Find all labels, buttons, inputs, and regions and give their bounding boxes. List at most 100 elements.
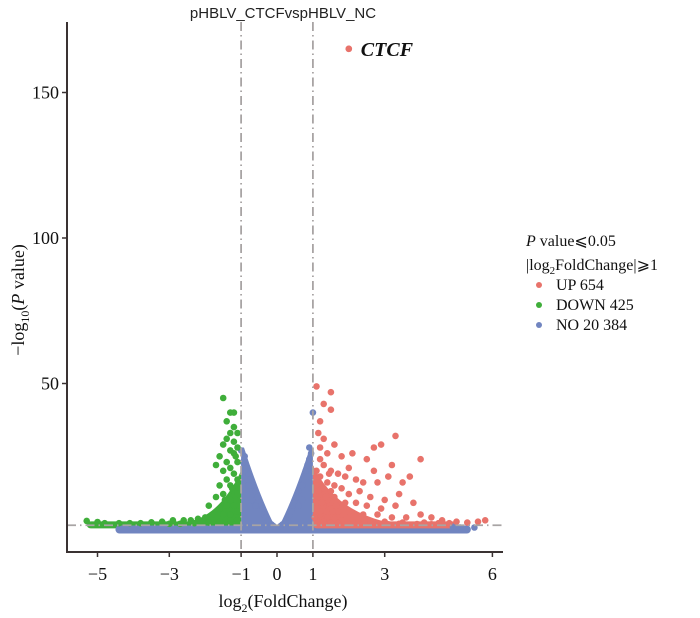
point-up xyxy=(311,514,319,521)
point-down xyxy=(234,476,241,483)
point-up xyxy=(370,521,378,528)
point-up xyxy=(359,511,367,518)
point-up xyxy=(420,519,428,526)
point-up xyxy=(313,482,320,489)
point-down xyxy=(219,394,227,402)
point-down xyxy=(94,518,101,526)
point-down xyxy=(227,496,234,504)
point-down xyxy=(216,453,223,460)
point-up xyxy=(374,511,381,518)
point-down xyxy=(230,470,238,478)
point-no xyxy=(306,444,313,451)
point-up xyxy=(359,479,367,486)
x-tick-label: −5 xyxy=(88,564,107,584)
point-down xyxy=(234,444,241,451)
point-no xyxy=(288,508,295,515)
point-down xyxy=(83,517,90,525)
point-down xyxy=(227,517,234,524)
point-up xyxy=(410,499,417,507)
point-down xyxy=(227,511,234,518)
y-tick-label: 100 xyxy=(32,228,59,248)
point-down xyxy=(230,502,238,510)
point-no xyxy=(295,487,302,495)
point-down xyxy=(230,423,238,431)
plot-area: CTCF xyxy=(67,22,503,552)
point-no xyxy=(293,493,301,501)
point-down xyxy=(223,502,230,510)
point-no xyxy=(241,467,248,475)
point-up xyxy=(322,493,329,501)
point-up xyxy=(474,518,482,525)
point-down xyxy=(205,502,213,510)
point-no xyxy=(304,461,311,469)
point-down xyxy=(232,453,239,460)
point-up xyxy=(392,502,399,510)
point-up xyxy=(345,508,353,515)
point-up xyxy=(313,499,320,507)
point-down xyxy=(115,519,123,527)
legend-label-down: DOWN 425 xyxy=(556,297,634,314)
y-axis-label: −log10(P value) xyxy=(8,244,32,356)
point-down xyxy=(158,518,166,525)
point-no xyxy=(248,496,256,504)
point-no xyxy=(246,476,254,483)
point-up xyxy=(325,470,333,478)
point-no xyxy=(298,482,306,489)
point-up xyxy=(388,461,396,469)
point-up xyxy=(413,520,421,528)
x-tick-label: 3 xyxy=(380,564,389,584)
point-up xyxy=(327,487,335,495)
point-up xyxy=(402,514,410,521)
point-up xyxy=(324,450,331,457)
point-no xyxy=(241,453,248,460)
annotations: CTCF xyxy=(345,39,414,61)
point-up xyxy=(356,520,363,528)
point-down xyxy=(212,493,220,501)
point-down xyxy=(212,461,220,469)
point-up xyxy=(481,517,489,524)
point-up xyxy=(446,519,453,527)
point-up xyxy=(399,479,406,486)
point-up xyxy=(385,473,392,480)
point-up xyxy=(385,521,392,528)
point-down xyxy=(216,482,223,489)
legend-entries: UP 654 DOWN 425 NO 20 384 xyxy=(536,277,634,334)
point-up xyxy=(370,467,378,475)
point-up xyxy=(332,502,340,510)
point-down xyxy=(227,429,234,437)
point-up xyxy=(370,444,378,451)
point-down xyxy=(205,519,213,526)
point-up xyxy=(313,383,320,390)
legend: P value⩽0.05 |log2FoldChange|⩾1 UP 654 DO… xyxy=(525,233,658,334)
point-up xyxy=(331,441,338,448)
point-down xyxy=(228,485,236,492)
legend-title-line1: P value⩽0.05 xyxy=(525,233,616,250)
point-up xyxy=(406,473,414,480)
point-up xyxy=(331,482,338,489)
point-up xyxy=(453,518,460,525)
x-tick-label: 6 xyxy=(488,564,497,584)
x-tick-label: −1 xyxy=(232,564,251,584)
point-down xyxy=(201,514,209,521)
point-up xyxy=(320,435,328,443)
point-up xyxy=(345,464,353,472)
point-no xyxy=(298,496,306,504)
point-down xyxy=(223,418,230,425)
point-up xyxy=(349,450,356,457)
point-up xyxy=(334,470,342,478)
point-down xyxy=(234,458,241,466)
point-up xyxy=(316,444,324,451)
point-no xyxy=(302,467,310,475)
point-up xyxy=(377,505,385,512)
point-down xyxy=(191,519,198,527)
point-no xyxy=(245,482,252,489)
point-up xyxy=(331,515,338,523)
y-tick-label: 150 xyxy=(32,83,59,103)
chart-title: pHBLV_CTCFvspHBLV_NC xyxy=(190,5,376,22)
point-down xyxy=(227,464,234,472)
point-down xyxy=(234,490,241,498)
point-down xyxy=(209,511,216,518)
point-up xyxy=(374,479,381,486)
point-down xyxy=(148,519,155,526)
point-no xyxy=(304,473,311,480)
